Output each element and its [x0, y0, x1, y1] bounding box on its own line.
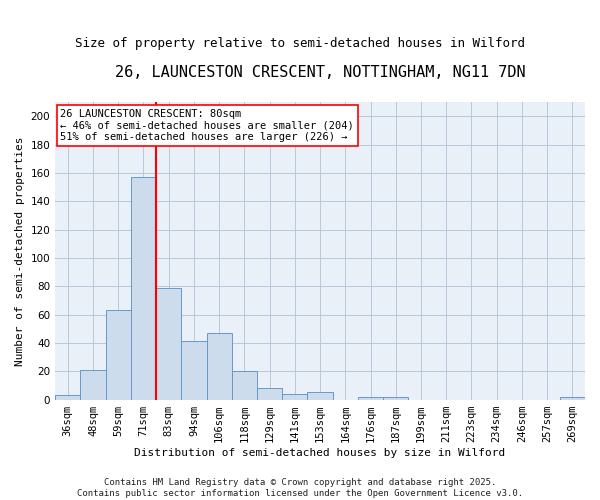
- Text: Size of property relative to semi-detached houses in Wilford: Size of property relative to semi-detach…: [75, 38, 525, 51]
- Bar: [55, 396, 80, 400]
- X-axis label: Distribution of semi-detached houses by size in Wilford: Distribution of semi-detached houses by …: [134, 448, 506, 458]
- Text: Contains HM Land Registry data © Crown copyright and database right 2025.
Contai: Contains HM Land Registry data © Crown c…: [77, 478, 523, 498]
- Bar: [282, 394, 307, 400]
- Bar: [232, 371, 257, 400]
- Bar: [181, 342, 206, 400]
- Title: 26, LAUNCESTON CRESCENT, NOTTINGHAM, NG11 7DN: 26, LAUNCESTON CRESCENT, NOTTINGHAM, NG1…: [115, 65, 526, 80]
- Bar: [156, 288, 181, 400]
- Bar: [106, 310, 131, 400]
- Bar: [560, 396, 585, 400]
- Bar: [131, 177, 156, 400]
- Bar: [257, 388, 282, 400]
- Bar: [307, 392, 332, 400]
- Text: 26 LAUNCESTON CRESCENT: 80sqm
← 46% of semi-detached houses are smaller (204)
51: 26 LAUNCESTON CRESCENT: 80sqm ← 46% of s…: [60, 109, 354, 142]
- Y-axis label: Number of semi-detached properties: Number of semi-detached properties: [15, 136, 25, 366]
- Bar: [206, 333, 232, 400]
- Bar: [383, 396, 409, 400]
- Bar: [358, 396, 383, 400]
- Bar: [80, 370, 106, 400]
